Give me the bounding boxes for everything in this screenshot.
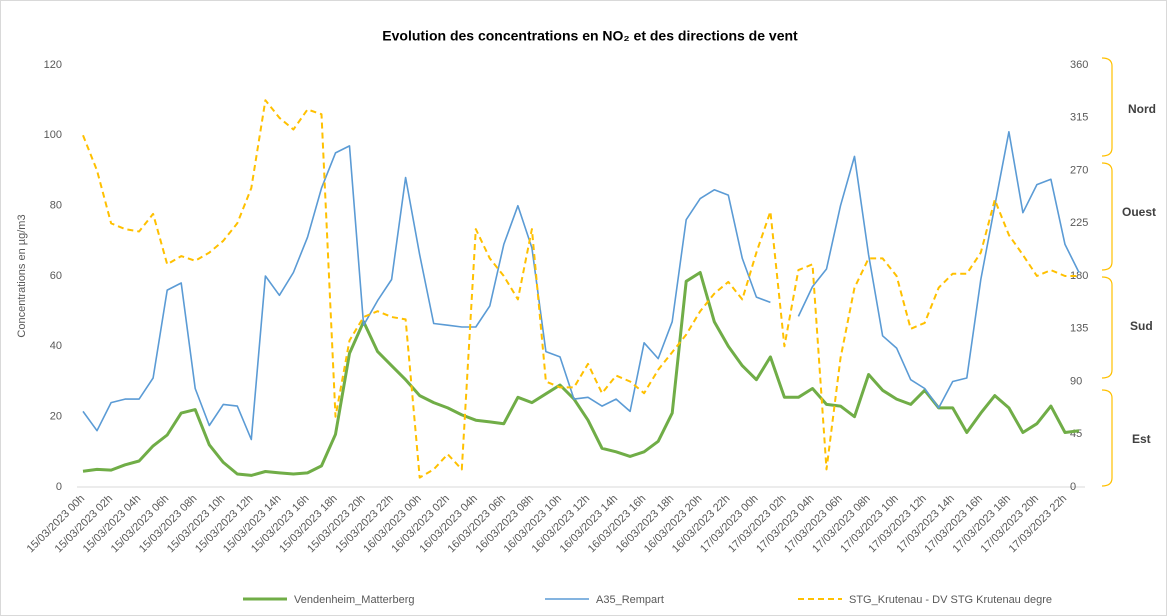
direction-brackets	[1101, 57, 1113, 487]
y2-tick-label: 360	[1070, 59, 1088, 71]
bracket	[1101, 162, 1113, 271]
chart-title: Evolution des concentrations en NO₂ et d…	[382, 28, 798, 44]
y-tick-label: 80	[50, 200, 62, 212]
bracket	[1101, 57, 1113, 157]
y2-tick-label: 135	[1070, 323, 1088, 335]
y-tick-label: 20	[50, 411, 62, 423]
annotation: Nord	[1128, 102, 1156, 116]
series-line	[82, 99, 1079, 479]
series-line	[82, 131, 1080, 441]
bracket	[1101, 276, 1113, 379]
y-tick-label: 100	[44, 129, 62, 141]
y-axis-label: Concentrations en µg/m3	[16, 214, 28, 337]
y2-tick-label: 315	[1070, 112, 1088, 124]
legend-label: A35_Rempart	[596, 594, 664, 606]
y-tick-label: 40	[50, 340, 62, 352]
y-tick-label: 0	[56, 481, 62, 493]
bracket	[1101, 389, 1113, 487]
annotation: Ouest	[1122, 205, 1156, 219]
y2-tick-label: 225	[1070, 217, 1088, 229]
y2-tick-label: 0	[1070, 481, 1076, 493]
y2-tick-label: 270	[1070, 164, 1088, 176]
series-line	[82, 271, 1080, 477]
legend-label: STG_Krutenau - DV STG Krutenau degre	[849, 594, 1052, 606]
y-tick-label: 120	[44, 59, 62, 71]
y-tick-label: 60	[50, 270, 62, 282]
annotation: Est	[1132, 432, 1151, 446]
y2-tick-label: 180	[1070, 270, 1088, 282]
y2-tick-label: 90	[1070, 375, 1082, 387]
legend-label: Vendenheim_Matterberg	[294, 594, 414, 606]
annotation: Sud	[1130, 319, 1153, 333]
